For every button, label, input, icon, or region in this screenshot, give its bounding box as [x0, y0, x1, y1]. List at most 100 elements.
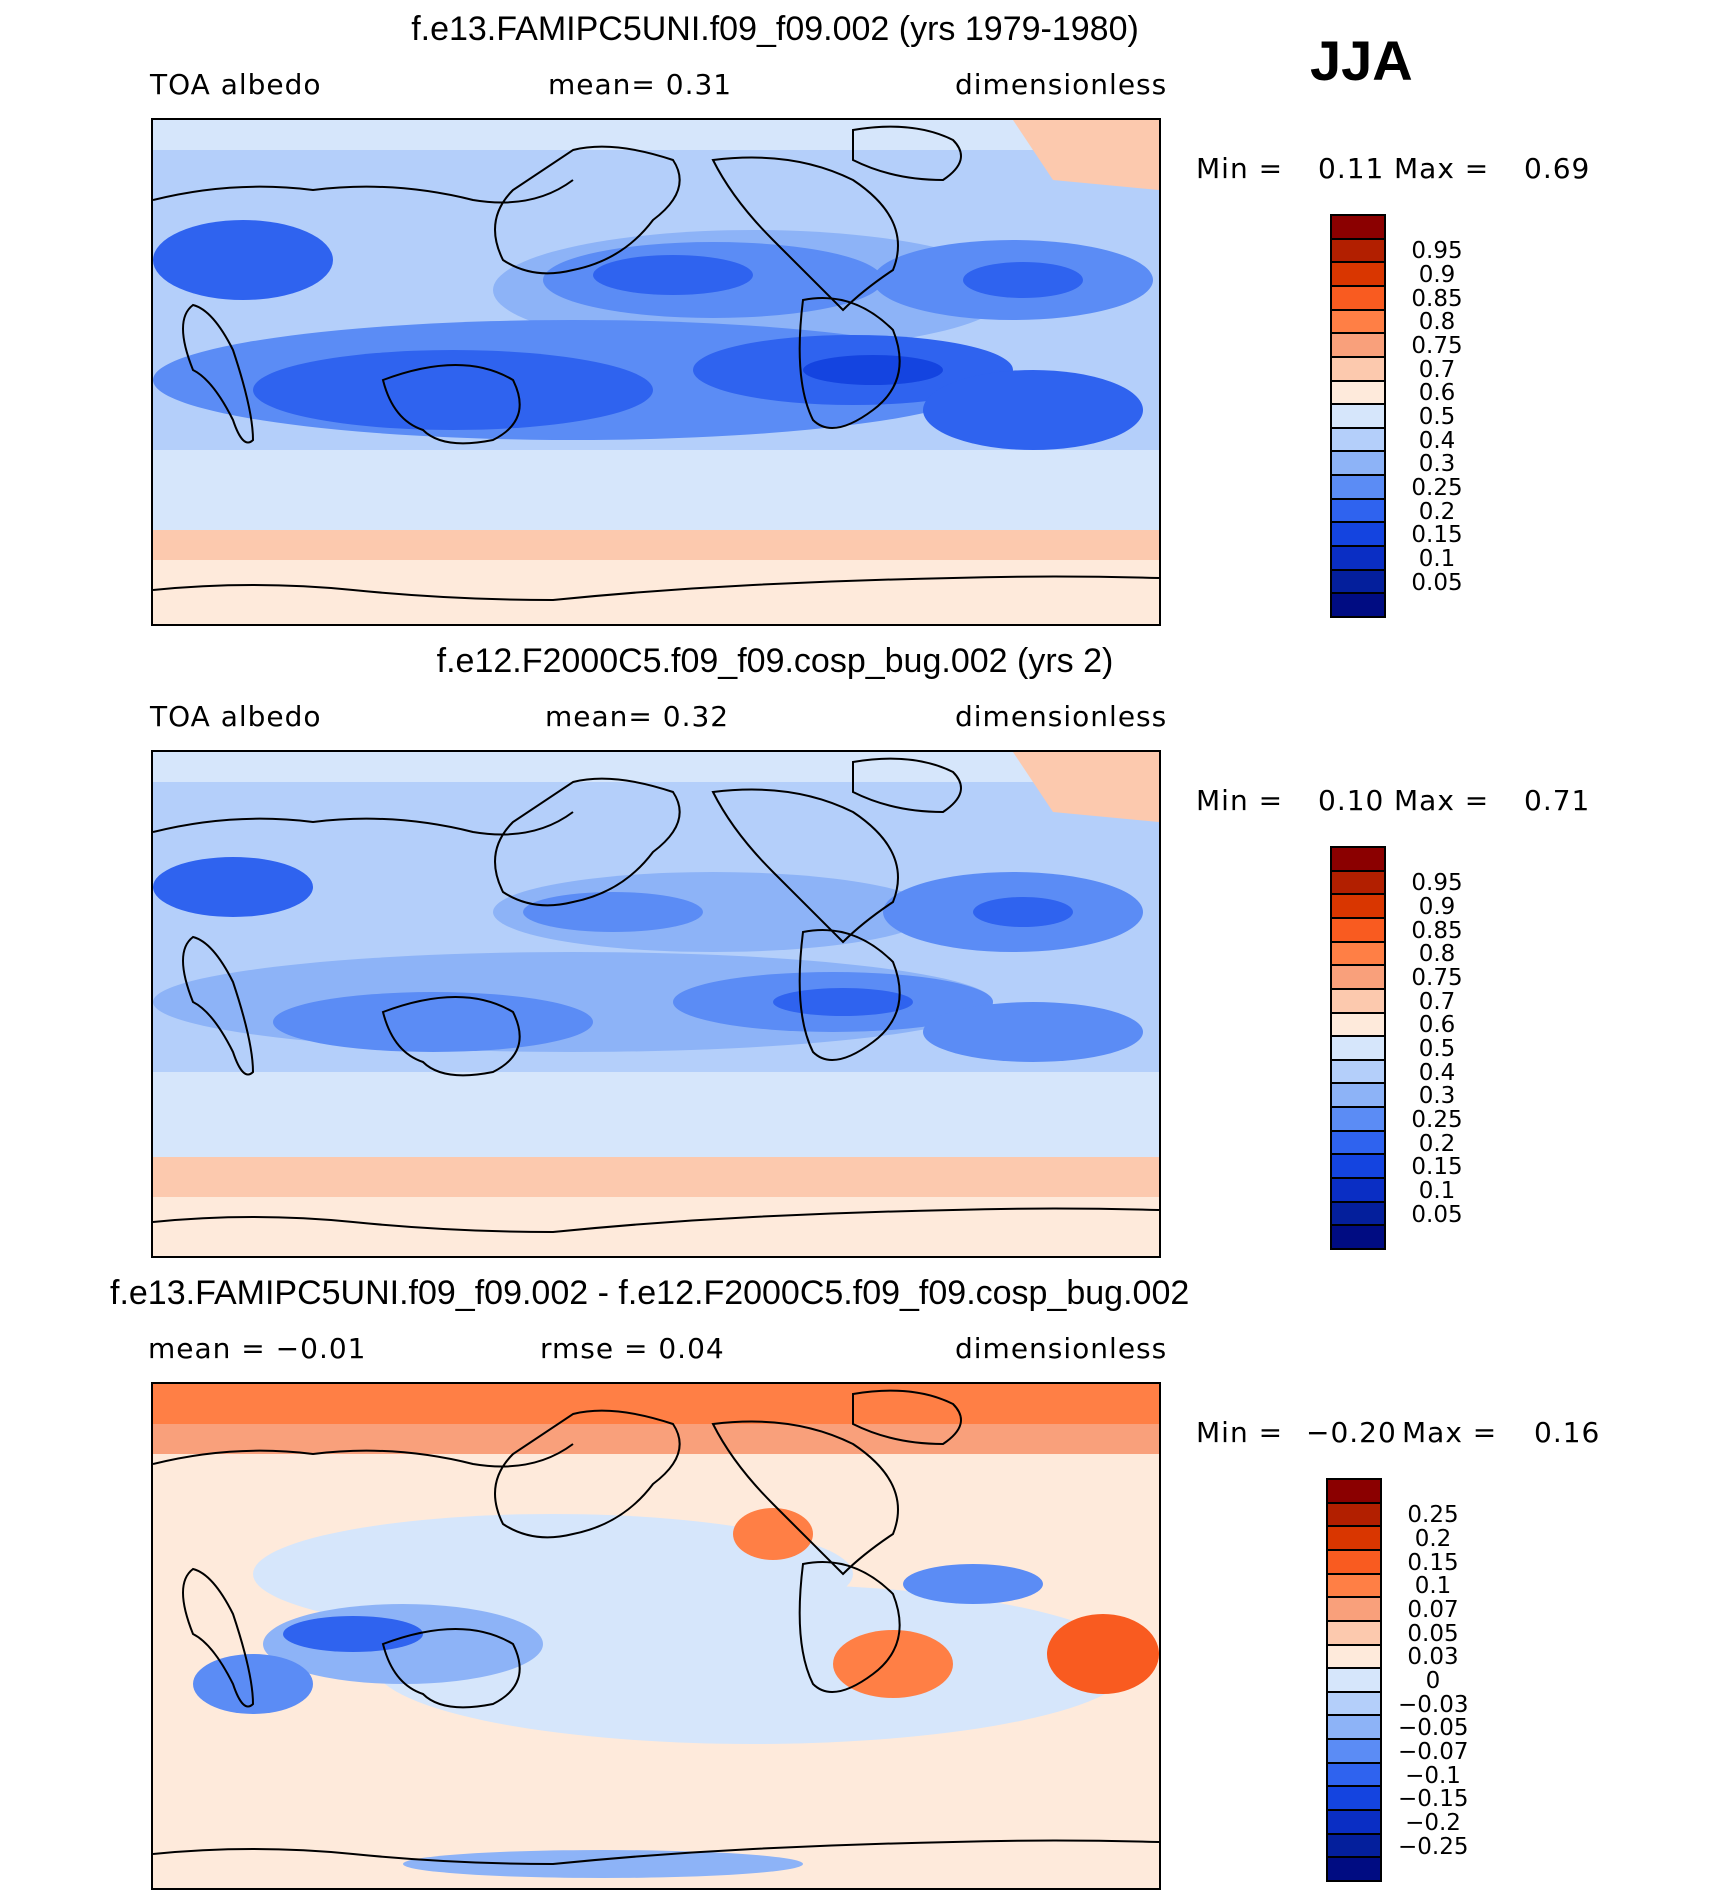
colorbar-label: 0.25 — [1411, 1106, 1463, 1133]
panel-3-max-label: Max = — [1402, 1416, 1498, 1449]
colorbar-label: 0.03 — [1407, 1644, 1459, 1671]
colorbar-label: 0.8 — [1418, 309, 1456, 336]
colorbar-label: 0.4 — [1418, 427, 1456, 454]
colorbar-swatch — [1330, 1177, 1386, 1203]
panel-2-max-label: Max = — [1394, 784, 1490, 817]
colorbar-label: 0.15 — [1407, 1549, 1459, 1576]
colorbar-swatch — [1330, 568, 1386, 595]
colorbar-swatch — [1330, 940, 1386, 967]
colorbar-label: 0.7 — [1418, 988, 1456, 1015]
panel-3-rmse-label: rmse = 0.04 — [540, 1332, 725, 1365]
panel-1-mean-label: mean= 0.31 — [548, 68, 733, 101]
colorbar-swatch — [1330, 474, 1386, 500]
colorbar-swatch — [1330, 545, 1386, 571]
colorbar-swatch — [1326, 1501, 1382, 1528]
colorbar-swatch — [1330, 426, 1386, 453]
colorbar-swatch — [1330, 261, 1386, 287]
panel-3-min-label: Min = — [1196, 1416, 1284, 1449]
colorbar-swatch — [1330, 214, 1386, 240]
colorbar-label: −0.1 — [1405, 1762, 1461, 1789]
colorbar-swatch — [1330, 1153, 1386, 1180]
colorbar-swatch — [1326, 1738, 1382, 1764]
colorbar-label: 0.1 — [1414, 1573, 1452, 1600]
colorbar-label: 0.2 — [1414, 1526, 1452, 1553]
colorbar-label: 0.8 — [1418, 941, 1456, 968]
colorbar-label: 0.1 — [1418, 545, 1456, 572]
panel-1-max-label: Max = — [1394, 152, 1490, 185]
colorbar-label: −0.07 — [1398, 1738, 1469, 1765]
colorbar-swatch — [1330, 987, 1386, 1014]
colorbar-label: −0.03 — [1398, 1691, 1469, 1718]
panel-2-map — [151, 750, 1161, 1258]
colorbar-label: 0.85 — [1411, 285, 1463, 312]
colorbar-swatch — [1330, 308, 1386, 335]
colorbar-swatch — [1330, 379, 1386, 406]
colorbar-label: 0.2 — [1418, 1130, 1456, 1157]
colorbar-label: 0.75 — [1411, 965, 1463, 992]
colorbar-label: 0.5 — [1418, 1036, 1456, 1062]
colorbar-label: 0.25 — [1407, 1502, 1459, 1529]
colorbar-swatch — [1330, 1129, 1386, 1156]
colorbar-swatch — [1330, 521, 1386, 548]
colorbar-label: 0.25 — [1411, 474, 1463, 501]
panel-2-units-label: dimensionless — [955, 700, 1168, 733]
panel-2-min-label: Min = — [1196, 784, 1284, 817]
colorbar-swatch — [1330, 403, 1386, 429]
colorbar-label: 0.5 — [1418, 404, 1456, 430]
colorbar-swatch — [1326, 1785, 1382, 1812]
panel-1-min-value: 0.11 — [1318, 152, 1385, 185]
colorbar-swatch — [1326, 1761, 1382, 1788]
colorbar-label: 0.6 — [1418, 1012, 1456, 1039]
colorbar-swatch — [1330, 846, 1386, 872]
colorbar-swatch — [1330, 592, 1386, 618]
panel-3-title: f.e13.FAMIPC5UNI.f09_f09.002 - f.e12.F20… — [110, 1274, 1190, 1312]
colorbar-swatch — [1330, 1035, 1386, 1061]
colorbar-swatch — [1326, 1619, 1382, 1646]
colorbar-label: 0.07 — [1407, 1597, 1459, 1624]
colorbar-swatch — [1330, 355, 1386, 382]
colorbar-label: 0.9 — [1418, 262, 1456, 289]
panel-3-colorbar: 0.25 0.2 0.15 0.1 0.07 0.05 0.03 0 −0.03 −0.05 −0.… — [1326, 1478, 1476, 1882]
colorbar-label: 0.05 — [1407, 1620, 1459, 1647]
panel-3-max-value: 0.16 — [1534, 1416, 1601, 1449]
colorbar-swatch — [1326, 1667, 1382, 1693]
colorbar-label: 0.15 — [1411, 522, 1463, 549]
colorbar-label: 0.1 — [1418, 1177, 1456, 1204]
colorbar-label: 0.6 — [1418, 380, 1456, 407]
colorbar-label: 0.05 — [1411, 1201, 1463, 1228]
colorbar-swatch — [1326, 1832, 1382, 1859]
colorbar-swatch — [1330, 1058, 1386, 1085]
colorbar-label: 0.7 — [1418, 356, 1456, 383]
colorbar-swatch — [1326, 1809, 1382, 1835]
colorbar-label: 0 — [1425, 1668, 1441, 1694]
colorbar-swatch — [1326, 1478, 1382, 1504]
panel-2-colorbar: 0.95 0.9 0.85 0.8 0.75 0.7 0.6 0.5 0.4 0.3 0.25 0.2… — [1330, 846, 1480, 1250]
panel-1-max-value: 0.69 — [1524, 152, 1591, 185]
panel-2-mean-label: mean= 0.32 — [545, 700, 730, 733]
colorbar-swatch — [1330, 869, 1386, 896]
colorbar-label: 0.05 — [1411, 569, 1463, 596]
colorbar-swatch — [1330, 1224, 1386, 1250]
colorbar-label: 0.9 — [1418, 894, 1456, 921]
colorbar-swatch — [1330, 332, 1386, 358]
colorbar-swatch — [1330, 450, 1386, 477]
panel-3-min-value: −0.20 — [1306, 1416, 1397, 1449]
colorbar-label: 0.15 — [1411, 1154, 1463, 1181]
colorbar-label: 0.4 — [1418, 1059, 1456, 1086]
colorbar-label: −0.2 — [1405, 1809, 1461, 1836]
panel-3-mean-label: mean = −0.01 — [148, 1332, 367, 1365]
colorbar-swatch — [1326, 1596, 1382, 1622]
colorbar-swatch — [1330, 497, 1386, 524]
panel-1-units-label: dimensionless — [955, 68, 1168, 101]
colorbar-label: 0.75 — [1411, 333, 1463, 360]
colorbar-swatch — [1326, 1714, 1382, 1741]
season-label: JJA — [1310, 29, 1413, 92]
colorbar-swatch — [1326, 1548, 1382, 1575]
panel-3-units-label: dimensionless — [955, 1332, 1168, 1365]
panel-3-map — [151, 1382, 1161, 1890]
colorbar-swatch — [1330, 284, 1386, 311]
panel-2-max-value: 0.71 — [1524, 784, 1591, 817]
colorbar-label: 0.85 — [1411, 917, 1463, 944]
panel-1-colorbar: 0.95 0.9 0.85 0.8 0.75 0.7 0.6 0.5 0.4 0.3 0.25 0.2… — [1330, 214, 1480, 618]
colorbar-label: −0.15 — [1398, 1786, 1469, 1813]
